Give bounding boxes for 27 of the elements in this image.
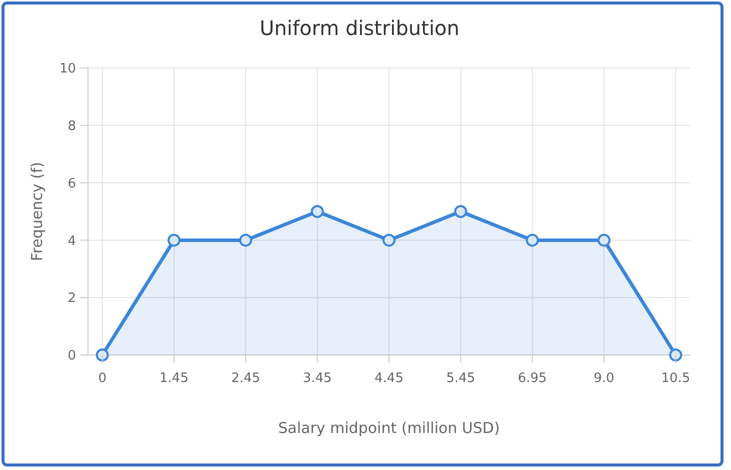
x-tick-label: 4.45 <box>374 371 404 386</box>
chart-title: Uniform distribution <box>260 16 460 40</box>
y-tick-label: 4 <box>68 234 76 249</box>
x-tick-label: 9.0 <box>594 371 614 386</box>
point <box>310 205 324 218</box>
x-tick-label: 2.45 <box>231 371 260 386</box>
point <box>168 234 180 247</box>
point <box>382 234 396 247</box>
y-tick-label: 8 <box>68 118 76 134</box>
x-tick-label: 0 <box>98 371 106 386</box>
point <box>526 234 539 247</box>
point <box>598 234 610 247</box>
y-axis-title: Frequency (f) <box>28 162 46 262</box>
x-tick-label: 5.45 <box>446 371 476 386</box>
y-tick-label: 0 <box>68 348 76 364</box>
point <box>669 348 682 362</box>
y-tick-label: 6 <box>68 176 76 192</box>
point <box>96 348 109 362</box>
y-tick-label: 10 <box>59 62 76 77</box>
point <box>454 205 468 218</box>
x-tick-label: 10.5 <box>661 371 690 386</box>
y-tick-label: 2 <box>68 291 76 306</box>
x-tick-label: 3.45 <box>302 371 332 386</box>
x-tick-label: 6.95 <box>518 371 547 386</box>
x-axis-title: Salary midpoint (million USD) <box>278 419 500 437</box>
x-tick-label: 1.45 <box>160 371 188 386</box>
point <box>239 234 252 247</box>
